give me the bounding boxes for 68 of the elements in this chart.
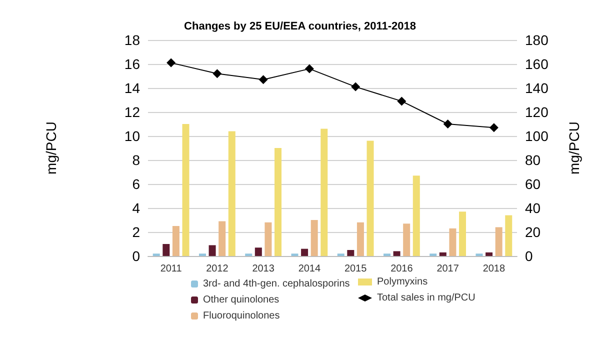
y2-tick-label: 180 (525, 32, 549, 48)
legend-label: Polymyxins (377, 276, 428, 288)
bar (218, 221, 226, 256)
x-tick-label: 2013 (252, 264, 275, 274)
x-tick-label: 2011 (160, 264, 182, 274)
y-tick-label: 12 (124, 104, 140, 120)
point (443, 120, 452, 128)
legend-label: Other quinolones (203, 294, 280, 306)
y-tick-label: 18 (124, 32, 140, 48)
x-tick-label: 2014 (298, 264, 321, 274)
point (489, 123, 498, 132)
bar (486, 252, 493, 256)
y-tick-label: 8 (132, 152, 140, 168)
y-tick-label: 14 (124, 80, 140, 96)
bar (208, 245, 216, 256)
bar (356, 222, 364, 256)
point (258, 75, 268, 84)
bar (162, 244, 170, 256)
bar (403, 224, 410, 256)
x-tick-label: 2015 (344, 264, 368, 274)
bar (228, 131, 236, 256)
y2-tick-label: 0 (525, 248, 533, 264)
y2-tick-label: 60 (525, 176, 541, 192)
bar (495, 227, 502, 256)
bar (459, 212, 466, 256)
bar (310, 220, 318, 256)
bar (274, 148, 282, 256)
legend-label: 3rd- and 4th-gen. cephalosporins (203, 278, 350, 290)
point (397, 96, 406, 106)
x-tick-label: 2017 (436, 264, 460, 274)
y2-tick-label: 40 (525, 200, 541, 216)
bar (264, 222, 272, 256)
y-tick-label: 6 (132, 176, 140, 192)
y-tick-label: 2 (132, 224, 140, 240)
chart-title: Changes by 25 EU/EEA countries, 2011-2018 (184, 20, 416, 32)
point (212, 69, 222, 78)
y2-tick-label: 160 (525, 56, 549, 72)
legend-label: Total sales in mg/PCU (377, 292, 476, 304)
bar (347, 250, 354, 256)
bar (366, 140, 374, 256)
bar (254, 248, 262, 256)
y2-tick-label: 120 (525, 104, 549, 120)
bar (505, 215, 512, 256)
y-tick-label: 0 (132, 248, 140, 264)
bar (393, 251, 400, 256)
x-tick-label: 2016 (390, 264, 414, 274)
y-tick-label: 4 (132, 200, 140, 216)
point (304, 64, 314, 74)
y2-tick-label: 20 (525, 224, 541, 240)
bar (182, 124, 190, 256)
y-axis-title: mg/PCU (43, 122, 59, 174)
y2-tick-label: 100 (525, 128, 549, 144)
legend-label: Fluoroquinolones (203, 310, 280, 322)
point (166, 58, 176, 68)
bar (301, 248, 308, 256)
point (351, 82, 360, 92)
y2-axis-title: mg/PCU (566, 122, 582, 174)
y2-tick-label: 80 (525, 152, 541, 168)
bar (412, 176, 420, 256)
bar (449, 228, 456, 256)
y-tick-label: 10 (124, 128, 140, 144)
y-tick-label: 16 (124, 56, 140, 72)
bar (320, 128, 328, 256)
x-tick-label: 2012 (206, 264, 229, 274)
x-tick-label: 2018 (482, 264, 506, 274)
y2-tick-label: 140 (525, 80, 549, 96)
bar (172, 226, 180, 256)
bar (439, 252, 446, 256)
